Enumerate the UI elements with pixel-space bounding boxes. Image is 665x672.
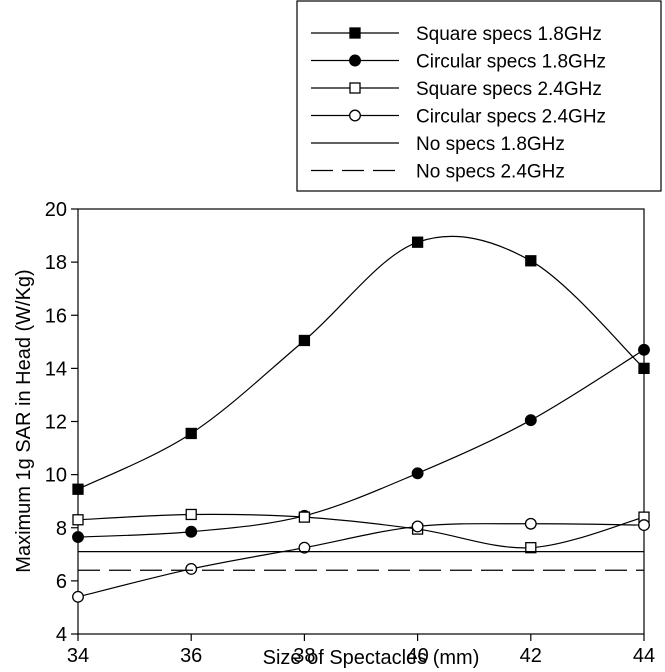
y-tick-label: 14: [45, 358, 67, 380]
data-point: [298, 511, 311, 523]
y-tick-label: 10: [45, 465, 67, 487]
x-tick-label: 42: [520, 645, 542, 667]
legend-item-5: No specs 2.4GHz: [311, 162, 565, 183]
series-line: [77, 235, 645, 490]
y-axis-label: Maximum 1g SAR in Head (W/Kg): [13, 269, 35, 572]
legend-item-4: No specs 1.8GHz: [311, 134, 565, 155]
x-tick-label: 44: [633, 645, 655, 667]
x-axis-label: Size of Spectacles (mm): [263, 647, 480, 669]
x-tick-label: 34: [67, 645, 89, 667]
legend-item-2: Square specs 2.4GHz: [311, 79, 602, 100]
series-0: [72, 235, 650, 495]
data-point: [525, 542, 537, 554]
y-tick-label: 20: [45, 199, 67, 221]
data-point: [72, 483, 84, 495]
legend-item-0: Square specs 1.8GHz: [311, 24, 602, 45]
data-point: [411, 236, 424, 248]
legend-item-1: Circular specs 1.8GHz: [311, 52, 606, 73]
legend-marker: [349, 27, 361, 39]
data-point: [638, 519, 650, 532]
data-point: [72, 514, 84, 526]
chart-legend: Square specs 1.8GHz Circular specs 1.8GHz…: [296, 0, 662, 192]
data-point: [298, 541, 311, 554]
y-tick-label: 16: [45, 305, 67, 327]
legend-label: No specs 1.8GHz: [416, 134, 565, 155]
series-1: [72, 343, 650, 543]
data-point: [638, 343, 650, 356]
y-tick-label: 8: [56, 518, 67, 540]
data-point: [411, 520, 424, 533]
series-line: [77, 349, 645, 538]
series-line: [77, 523, 645, 598]
series-3: [72, 517, 650, 603]
series-layer: [72, 235, 650, 603]
x-tick-label: 40: [406, 645, 428, 667]
legend-label: Square specs 1.8GHz: [416, 24, 602, 45]
data-point: [72, 590, 84, 603]
data-point: [185, 508, 197, 521]
data-point: [524, 517, 537, 530]
legend-label: Square specs 2.4GHz: [416, 79, 602, 100]
data-point: [72, 531, 84, 543]
x-tick-label: 38: [293, 645, 315, 667]
data-point: [525, 255, 537, 267]
data-point: [185, 562, 198, 575]
y-tick-label: 12: [45, 412, 67, 434]
data-point: [185, 525, 198, 538]
legend-item-3: Circular specs 2.4GHz: [311, 107, 606, 128]
legend-marker: [349, 54, 361, 67]
legend-marker: [349, 82, 361, 94]
y-tick-label: 6: [56, 571, 67, 593]
series-2: [72, 508, 650, 554]
series-line: [77, 513, 645, 549]
data-point: [298, 334, 311, 347]
data-point: [185, 427, 197, 440]
legend-label: Circular specs 1.8GHz: [416, 52, 606, 73]
legend-label: No specs 2.4GHz: [416, 162, 565, 183]
legend-marker: [349, 109, 361, 122]
data-point: [638, 362, 650, 375]
data-point: [411, 467, 424, 480]
x-tick-label: 36: [180, 645, 202, 667]
data-point: [524, 414, 537, 427]
y-tick-label: 18: [45, 252, 67, 274]
legend-label: Circular specs 2.4GHz: [416, 107, 606, 128]
y-tick-label: 4: [56, 624, 67, 646]
